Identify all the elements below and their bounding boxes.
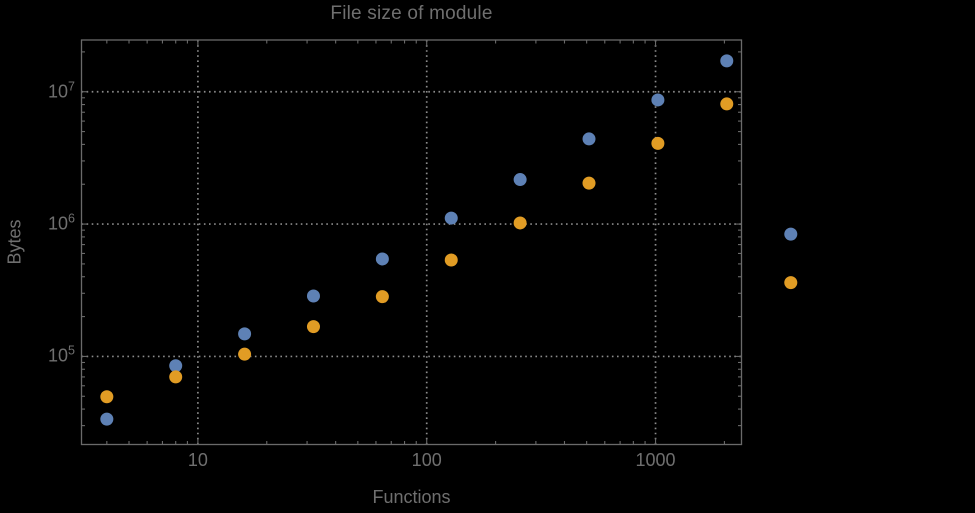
x-tick-label: 10 (187, 450, 208, 470)
blue-series-point (375, 252, 389, 266)
blue-series-point (169, 359, 183, 373)
blue-series-point (582, 132, 596, 146)
y-tick-label: 106 (48, 211, 75, 234)
blue-series-point (784, 227, 798, 241)
orange-series-point (720, 97, 734, 111)
orange-series-point (513, 216, 527, 230)
x-axis-label: Functions (372, 487, 451, 507)
blue-series-point (100, 412, 114, 426)
orange-series-point (375, 290, 389, 304)
blue-series-point (444, 211, 458, 225)
orange-series-point (651, 136, 665, 150)
y-tick-label: 107 (48, 79, 75, 102)
blue-series-point (513, 173, 527, 187)
x-tick-label: 100 (411, 450, 442, 470)
orange-series-point (238, 347, 252, 361)
blue-series-point (720, 54, 734, 68)
orange-series-point (582, 176, 596, 190)
plot-frame (80, 39, 743, 446)
x-tick-label: 1000 (635, 450, 676, 470)
plot-title: File size of module (330, 3, 493, 24)
blue-series-point (306, 289, 320, 303)
orange-series-point (169, 370, 183, 384)
orange-series-point (306, 320, 320, 334)
orange-series-point (444, 253, 458, 267)
orange-series-point (100, 390, 114, 404)
blue-series-point (238, 327, 252, 341)
blue-series-point (651, 93, 665, 107)
orange-series-point (784, 276, 798, 290)
y-tick-label: 105 (48, 343, 75, 366)
